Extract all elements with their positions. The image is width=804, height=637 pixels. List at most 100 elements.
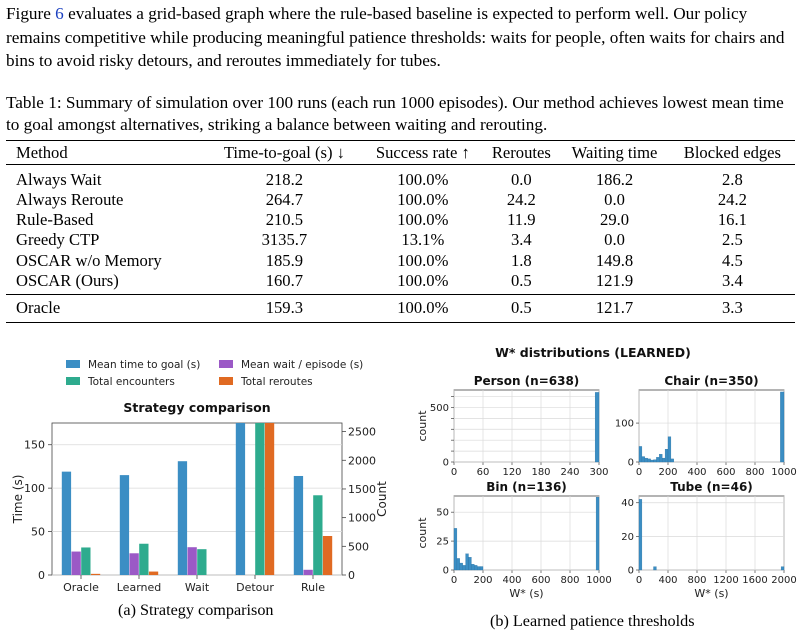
table-cell: 100.0%: [397, 190, 449, 210]
subfigure-b-caption: (b) Learned patience thresholds: [490, 612, 695, 630]
x-axis-label: W* (s): [509, 587, 543, 600]
histogram-bar: [468, 557, 472, 571]
table-cell: 121.7: [595, 298, 634, 318]
table-cell: Rule-Based: [16, 210, 94, 230]
table-cell: 3.4: [510, 230, 532, 250]
table-cell: Oracle: [16, 298, 61, 318]
table-cell: Always Wait: [16, 170, 102, 189]
y-tick-label: 100: [24, 482, 45, 495]
table-cell: 149.8: [595, 250, 634, 270]
table-cell: 11.9: [507, 210, 536, 230]
legend-label: Mean time to goal (s): [88, 359, 200, 371]
table-cell: 0.5: [510, 298, 532, 318]
panel-frame: [453, 389, 600, 463]
x-tick-label: 0: [636, 575, 642, 586]
histogram-bar: [462, 565, 466, 571]
x-tick-label: Wait: [185, 581, 210, 594]
table-cell: 1.8: [510, 250, 532, 270]
table-cell: OSCAR (Ours): [16, 270, 119, 290]
table-cell: 100.0%: [397, 298, 449, 318]
histogram-bar: [644, 457, 648, 463]
table-row: OSCAR w/o Memory 185.9 100.0% 1.8 149.8 …: [6, 251, 795, 271]
chart-title: Strategy comparison: [123, 400, 270, 415]
x-tick-label: Oracle: [63, 581, 99, 594]
bar: [235, 423, 246, 575]
bar: [81, 547, 91, 575]
panel-frame: [638, 495, 785, 571]
histogram-bar: [653, 566, 657, 571]
bar: [90, 573, 101, 575]
table-cell: 13.1%: [401, 230, 445, 250]
header-reroutes: Reroutes: [491, 142, 551, 162]
panel-title: Tube (n=46): [670, 480, 753, 494]
table-cell: 160.7: [265, 270, 304, 290]
legend-swatch: [219, 377, 233, 385]
plot-frame: [51, 422, 343, 576]
histogram-bar: [471, 564, 475, 571]
histogram-bar: [780, 391, 785, 463]
panel-title: Person (n=638): [474, 374, 580, 388]
chart-suptitle: W* distributions (LEARNED): [495, 345, 691, 360]
x-tick-label: 400: [502, 575, 521, 586]
y-axis-label: Time (s): [11, 475, 25, 525]
histogram-bar: [456, 558, 460, 571]
x-tick-label: 600: [716, 467, 735, 478]
x-tick-label: 0: [451, 467, 457, 478]
y2-tick-label: 0: [348, 569, 355, 582]
header-time-to-goal: Time-to-goal (s) ↓: [223, 142, 345, 162]
bar: [303, 569, 313, 575]
y-tick-label: 100: [615, 419, 634, 430]
table-cell: OSCAR w/o Memory: [16, 250, 162, 270]
y-tick-label: 0: [628, 566, 634, 577]
summary-table: Method Time-to-goal (s) ↓ Success rate ↑…: [6, 140, 795, 323]
table-cell: 100.0%: [397, 270, 449, 290]
panel-frame: [638, 389, 785, 463]
table-header-row: Method Time-to-goal (s) ↓ Success rate ↑…: [6, 141, 795, 165]
table-cell: Greedy CTP: [16, 230, 100, 250]
table-row: Always Reroute 264.7 100.0% 24.2 0.0 24.…: [6, 190, 795, 210]
x-tick-label: Detour: [236, 581, 274, 594]
table-row: Rule-Based 210.5 100.0% 11.9 29.0 16.1: [6, 210, 795, 230]
y-tick-label: 150: [24, 439, 45, 452]
wstar-distributions-chart: W* distributions (LEARNED) Person (n=638)…: [416, 345, 797, 600]
table-cell: 186.2: [595, 170, 634, 189]
x-tick-label: 400: [687, 467, 706, 478]
bar: [187, 547, 197, 575]
legend-label: Mean wait / episode (s): [241, 359, 363, 371]
x-tick-label: Rule: [301, 581, 325, 594]
table-cell: 264.7: [265, 190, 304, 210]
x-tick-label: 400: [658, 575, 677, 586]
table-cell: 159.3: [265, 298, 304, 318]
histogram-bar: [656, 457, 660, 463]
histogram-bar: [780, 566, 785, 571]
table-cell: 16.1: [717, 210, 747, 230]
x-tick-label: 800: [560, 575, 579, 586]
bar: [71, 551, 81, 575]
histogram-bar: [459, 562, 463, 571]
y-tick-label: 0: [443, 566, 449, 577]
table-cell: 100.0%: [397, 210, 449, 230]
bar: [148, 571, 159, 575]
y-tick-label: 0: [628, 458, 634, 469]
x-tick-label: 180: [531, 467, 550, 478]
panel-frame: [453, 495, 600, 571]
x-tick-label: 60: [477, 467, 490, 478]
x-axis-label: W* (s): [694, 587, 728, 600]
table-cell: 0.5: [510, 270, 532, 290]
y-tick-label: 0: [38, 569, 45, 582]
x-tick-label: 2000: [771, 575, 796, 586]
x-tick-label: 0: [451, 575, 457, 586]
y2-tick-label: 2500: [348, 426, 376, 439]
figure-ref-link[interactable]: 6: [55, 4, 64, 23]
histogram-bar: [479, 566, 484, 571]
bar: [255, 423, 265, 575]
x-tick-label: 800: [687, 575, 706, 586]
y2-tick-label: 1500: [348, 483, 376, 496]
histogram-bar: [477, 566, 481, 571]
legend-label: Total encounters: [87, 376, 175, 388]
subfigure-a-caption: (a) Strategy comparison: [118, 601, 274, 619]
histogram-bar: [595, 497, 600, 571]
bar: [177, 461, 188, 575]
histogram-bar: [659, 454, 663, 463]
